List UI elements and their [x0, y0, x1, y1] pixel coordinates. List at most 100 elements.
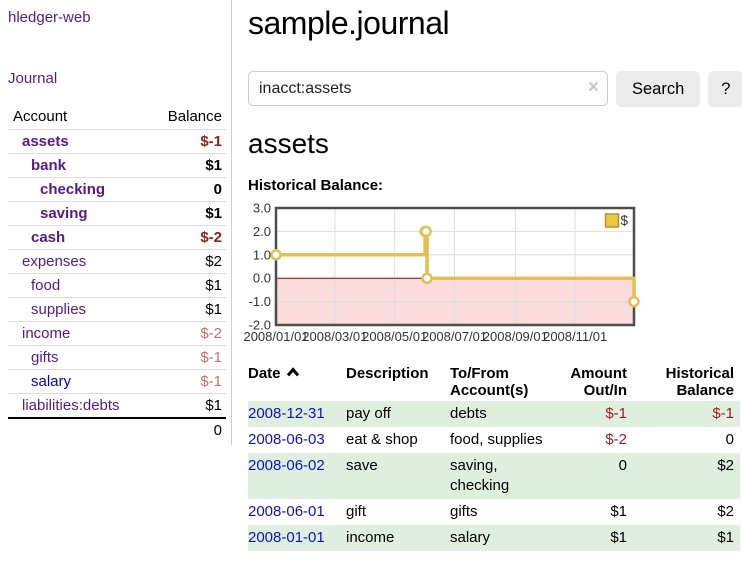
- account-link-saving[interactable]: saving: [40, 205, 88, 222]
- account-balance: $-2: [200, 325, 222, 342]
- account-link-income[interactable]: income: [22, 325, 71, 342]
- account-balance: $1: [205, 301, 222, 318]
- svg-text:-2.0: -2.0: [249, 318, 271, 333]
- balance-chart-svg: $3.0 2.0 1.0 0.0 -1.0 -2.02008/01/012008/03/0…: [243, 201, 640, 344]
- sort-ascending-icon: [286, 367, 299, 377]
- register-row: 2008-06-03 eat & shop food, supplies $-2…: [248, 427, 740, 453]
- accounts-total-row: 0: [8, 417, 226, 442]
- account-row-liabilities-debts: liabilities:debts $1: [8, 393, 226, 417]
- accounts-table-header: Account Balance: [8, 104, 226, 129]
- col-header-accounts-line2: Account(s): [450, 382, 529, 399]
- account-link-food[interactable]: food: [31, 277, 61, 294]
- svg-text:2008/05/01: 2008/05/01: [362, 329, 427, 344]
- account-link-assets[interactable]: assets: [22, 133, 69, 150]
- account-row-assets: assets $-1: [8, 129, 226, 153]
- transaction-accounts: gifts: [450, 503, 478, 520]
- svg-text:2008/09/01: 2008/09/01: [483, 329, 548, 344]
- transaction-date-link[interactable]: 2008-01-01: [248, 529, 325, 546]
- transaction-balance: $2: [717, 457, 734, 474]
- col-header-balance-line2: Balance: [676, 382, 734, 399]
- account-balance: $1: [205, 157, 222, 174]
- search-form: × Search ?: [248, 71, 742, 107]
- col-header-date-label: Date: [248, 365, 281, 382]
- transaction-amount: $1: [610, 529, 627, 546]
- account-row-gifts: gifts $-1: [8, 345, 226, 369]
- clear-search-icon[interactable]: ×: [587, 77, 599, 98]
- search-button[interactable]: Search: [616, 71, 701, 107]
- transaction-accounts: food, supplies: [450, 431, 543, 448]
- transaction-description: save: [346, 457, 378, 474]
- svg-text:2.0: 2.0: [253, 224, 271, 239]
- account-row-bank: bank $1: [8, 153, 226, 177]
- transaction-date-link[interactable]: 2008-12-31: [248, 405, 325, 422]
- help-button[interactable]: ?: [708, 71, 742, 107]
- transaction-accounts: saving, checking: [450, 457, 510, 494]
- col-header-balance: Historical Balance: [633, 363, 740, 401]
- search-input[interactable]: [248, 71, 608, 106]
- register-row: 2008-06-02 save saving, checking 0 $2: [248, 453, 740, 499]
- transaction-date-link[interactable]: 2008-06-03: [248, 431, 325, 448]
- account-page-title: assets: [248, 128, 329, 159]
- account-column-header: Account: [13, 108, 68, 125]
- main-content: sample.journal × Search ? assets Histori…: [243, 0, 742, 551]
- account-row-expenses: expenses $2: [8, 249, 226, 273]
- sidebar: hledger-web Journal Account Balance asse…: [0, 0, 232, 445]
- register-header-row: Date Description To/From Account(s) Amou…: [248, 363, 740, 401]
- register-row: 2008-12-31 pay off debts $-1 $-1: [248, 401, 740, 427]
- transaction-balance: 0: [725, 431, 734, 448]
- account-row-cash: cash $-2: [8, 225, 226, 249]
- svg-text:2008/01/01: 2008/01/01: [243, 329, 308, 344]
- col-header-amount-line2: Out/In: [583, 382, 627, 399]
- col-header-accounts: To/From Account(s): [450, 363, 546, 401]
- transaction-accounts: debts: [450, 405, 487, 422]
- account-row-salary: salary $-1: [8, 369, 226, 393]
- transaction-description: income: [346, 529, 395, 546]
- sidebar-item-journal[interactable]: Journal: [8, 70, 58, 87]
- transaction-date-link[interactable]: 2008-06-02: [248, 457, 325, 474]
- account-link-cash[interactable]: cash: [31, 229, 66, 246]
- transaction-date-link[interactable]: 2008-06-01: [248, 503, 325, 520]
- transaction-balance: $1: [717, 529, 734, 546]
- col-header-balance-line1: Historical: [665, 365, 734, 382]
- account-row-saving: saving $1: [8, 201, 226, 225]
- account-balance: $-2: [200, 229, 222, 246]
- search-box: ×: [248, 71, 608, 107]
- col-header-date: Date: [248, 363, 346, 401]
- col-header-accounts-line1: To/From: [450, 365, 509, 382]
- svg-text:-1.0: -1.0: [249, 294, 271, 309]
- app-brand-link[interactable]: hledger-web: [8, 9, 91, 26]
- account-row-food: food $1: [8, 273, 226, 297]
- transaction-amount: $-2: [605, 431, 627, 448]
- col-header-description: Description: [346, 365, 429, 382]
- account-link-bank[interactable]: bank: [31, 157, 67, 174]
- register-table: Date Description To/From Account(s) Amou…: [248, 363, 740, 551]
- account-link-liabilities-debts[interactable]: liabilities:debts: [22, 397, 120, 414]
- account-link-salary[interactable]: salary: [31, 373, 72, 390]
- balance-column-header: Balance: [167, 108, 222, 125]
- accounts-table: Account Balance assets $-1 bank $1 check…: [8, 104, 226, 442]
- account-row-checking: checking 0: [8, 177, 226, 201]
- transaction-amount: 0: [618, 457, 627, 474]
- account-link-supplies[interactable]: supplies: [31, 301, 87, 318]
- account-link-checking[interactable]: checking: [40, 181, 106, 198]
- transaction-amount: $-1: [605, 405, 627, 422]
- account-link-expenses[interactable]: expenses: [22, 253, 87, 270]
- chart-title: Historical Balance:: [248, 177, 384, 194]
- page-title: sample.journal: [248, 5, 450, 41]
- account-row-income: income $-2: [8, 321, 226, 345]
- transaction-balance: $2: [717, 503, 734, 520]
- historical-balance-chart: $3.0 2.0 1.0 0.0 -1.0 -2.0 2008/01/01 2008/03/0…: [243, 201, 740, 347]
- register-row: 2008-06-01 gift gifts $1 $2: [248, 499, 740, 525]
- account-balance: $-1: [200, 349, 222, 366]
- col-header-amount-line1: Amount: [570, 365, 627, 382]
- account-row-supplies: supplies $1: [8, 297, 226, 321]
- col-header-amount: Amount Out/In: [546, 363, 633, 401]
- account-link-gifts[interactable]: gifts: [31, 349, 59, 366]
- svg-text:$: $: [621, 213, 629, 228]
- account-balance: $-1: [200, 133, 222, 150]
- account-balance: $-1: [200, 373, 222, 390]
- svg-text:3.0: 3.0: [253, 201, 271, 216]
- account-balance: $1: [205, 277, 222, 294]
- account-balance: $1: [205, 205, 222, 222]
- svg-text:2008/11/01: 2008/11/01: [543, 329, 607, 344]
